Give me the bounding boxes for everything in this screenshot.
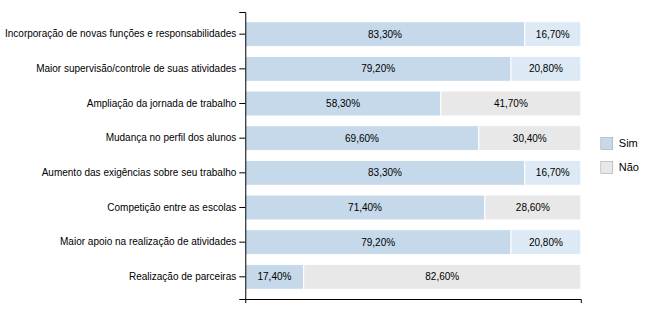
y-tick-mark — [239, 103, 245, 104]
y-tick-mark — [239, 138, 245, 139]
y-tick-label: Ampliação da jornada de trabalho — [87, 98, 237, 109]
data-label: 83,30% — [368, 167, 402, 178]
data-label: 41,70% — [494, 98, 528, 109]
y-tick-label: Maior apoio na realização de atividades — [60, 236, 236, 247]
chart: 83,30% 79,20% 58,30% 69,60% 83,30% 71,40% 79,2… — [0, 0, 645, 315]
legend-swatch — [601, 138, 613, 150]
bar-segment — [245, 195, 485, 220]
bar-segment — [511, 230, 581, 255]
y-tick: Realização de parceiras — [129, 271, 245, 282]
y-tick-mark — [239, 276, 245, 277]
y-tick-label: Aumento das exigências sobre seu trabalh… — [42, 167, 237, 178]
data-label: 82,60% — [425, 271, 459, 282]
y-tick: Maior apoio na realização de atividades — [60, 236, 245, 247]
bar-segment — [245, 160, 525, 185]
data-label: 20,80% — [529, 63, 563, 74]
y-tick-mark — [239, 207, 245, 208]
x-axis — [246, 300, 582, 304]
data-label: 20,80% — [529, 237, 563, 248]
bars — [245, 22, 581, 290]
y-tick: Aumento das exigências sobre seu trabalh… — [42, 167, 246, 178]
data-label: 17,40% — [257, 271, 291, 282]
bar-segment — [245, 230, 511, 255]
y-tick-label: Incorporação de novas funções e responsa… — [5, 28, 236, 39]
bar-segment — [245, 91, 441, 116]
y-tick-label: Competição entre as escolas — [107, 202, 236, 213]
x-axis-line — [246, 300, 582, 304]
data-label: 71,40% — [348, 202, 382, 213]
data-label: 28,60% — [516, 202, 550, 213]
data-labels: 83,30% 79,20% 58,30% 69,60% 83,30% 71,40% 79,2… — [257, 29, 569, 283]
y-tick-mark — [239, 34, 245, 35]
y-tick-mark — [239, 68, 245, 69]
y-tick-mark — [239, 172, 245, 173]
bar-segment — [245, 56, 511, 81]
y-tick-label: Realização de parceiras — [129, 271, 236, 282]
bar-segment — [441, 91, 581, 116]
y-tick: Ampliação da jornada de trabalho — [87, 98, 246, 109]
bar-segment — [511, 56, 581, 81]
data-label: 79,20% — [361, 237, 395, 248]
data-label: 79,20% — [361, 63, 395, 74]
bar-segment — [245, 264, 303, 289]
bar-segment — [525, 22, 581, 47]
y-tick: Maior supervisão/controle de suas ativid… — [36, 63, 245, 74]
y-tick: Mudança no perfil dos alunos — [106, 132, 246, 143]
plot: 83,30% 79,20% 58,30% 69,60% 83,30% 71,40% 79,2… — [5, 13, 581, 304]
legend-swatch — [601, 162, 613, 174]
y-tick: Competição entre as escolas — [107, 202, 245, 213]
bar-segment — [525, 160, 581, 185]
legend: Sim Não — [601, 137, 639, 173]
bar-segment — [245, 126, 479, 151]
data-label: 69,60% — [345, 133, 379, 144]
y-tick-label: Maior supervisão/controle de suas ativid… — [36, 63, 236, 74]
bar-segment — [479, 126, 581, 151]
data-label: 30,40% — [513, 133, 547, 144]
y-axis-line — [239, 13, 246, 300]
legend-item: Sim — [601, 137, 638, 149]
legend-item: Não — [601, 161, 639, 173]
bar-segment — [304, 264, 581, 289]
data-label: 16,70% — [536, 29, 570, 40]
y-tick: Incorporação de novas funções e responsa… — [5, 28, 245, 39]
data-label: 83,30% — [368, 29, 402, 40]
data-label: 16,70% — [536, 167, 570, 178]
bar-segment — [245, 22, 525, 47]
legend-label: Não — [619, 161, 639, 173]
y-axis: Incorporação de novas funções e responsa… — [5, 13, 246, 300]
data-label: 58,30% — [326, 98, 360, 109]
legend-label: Sim — [619, 137, 638, 149]
y-tick-mark — [239, 242, 245, 243]
bar-segment — [485, 195, 581, 220]
y-tick-label: Mudança no perfil dos alunos — [106, 132, 237, 143]
